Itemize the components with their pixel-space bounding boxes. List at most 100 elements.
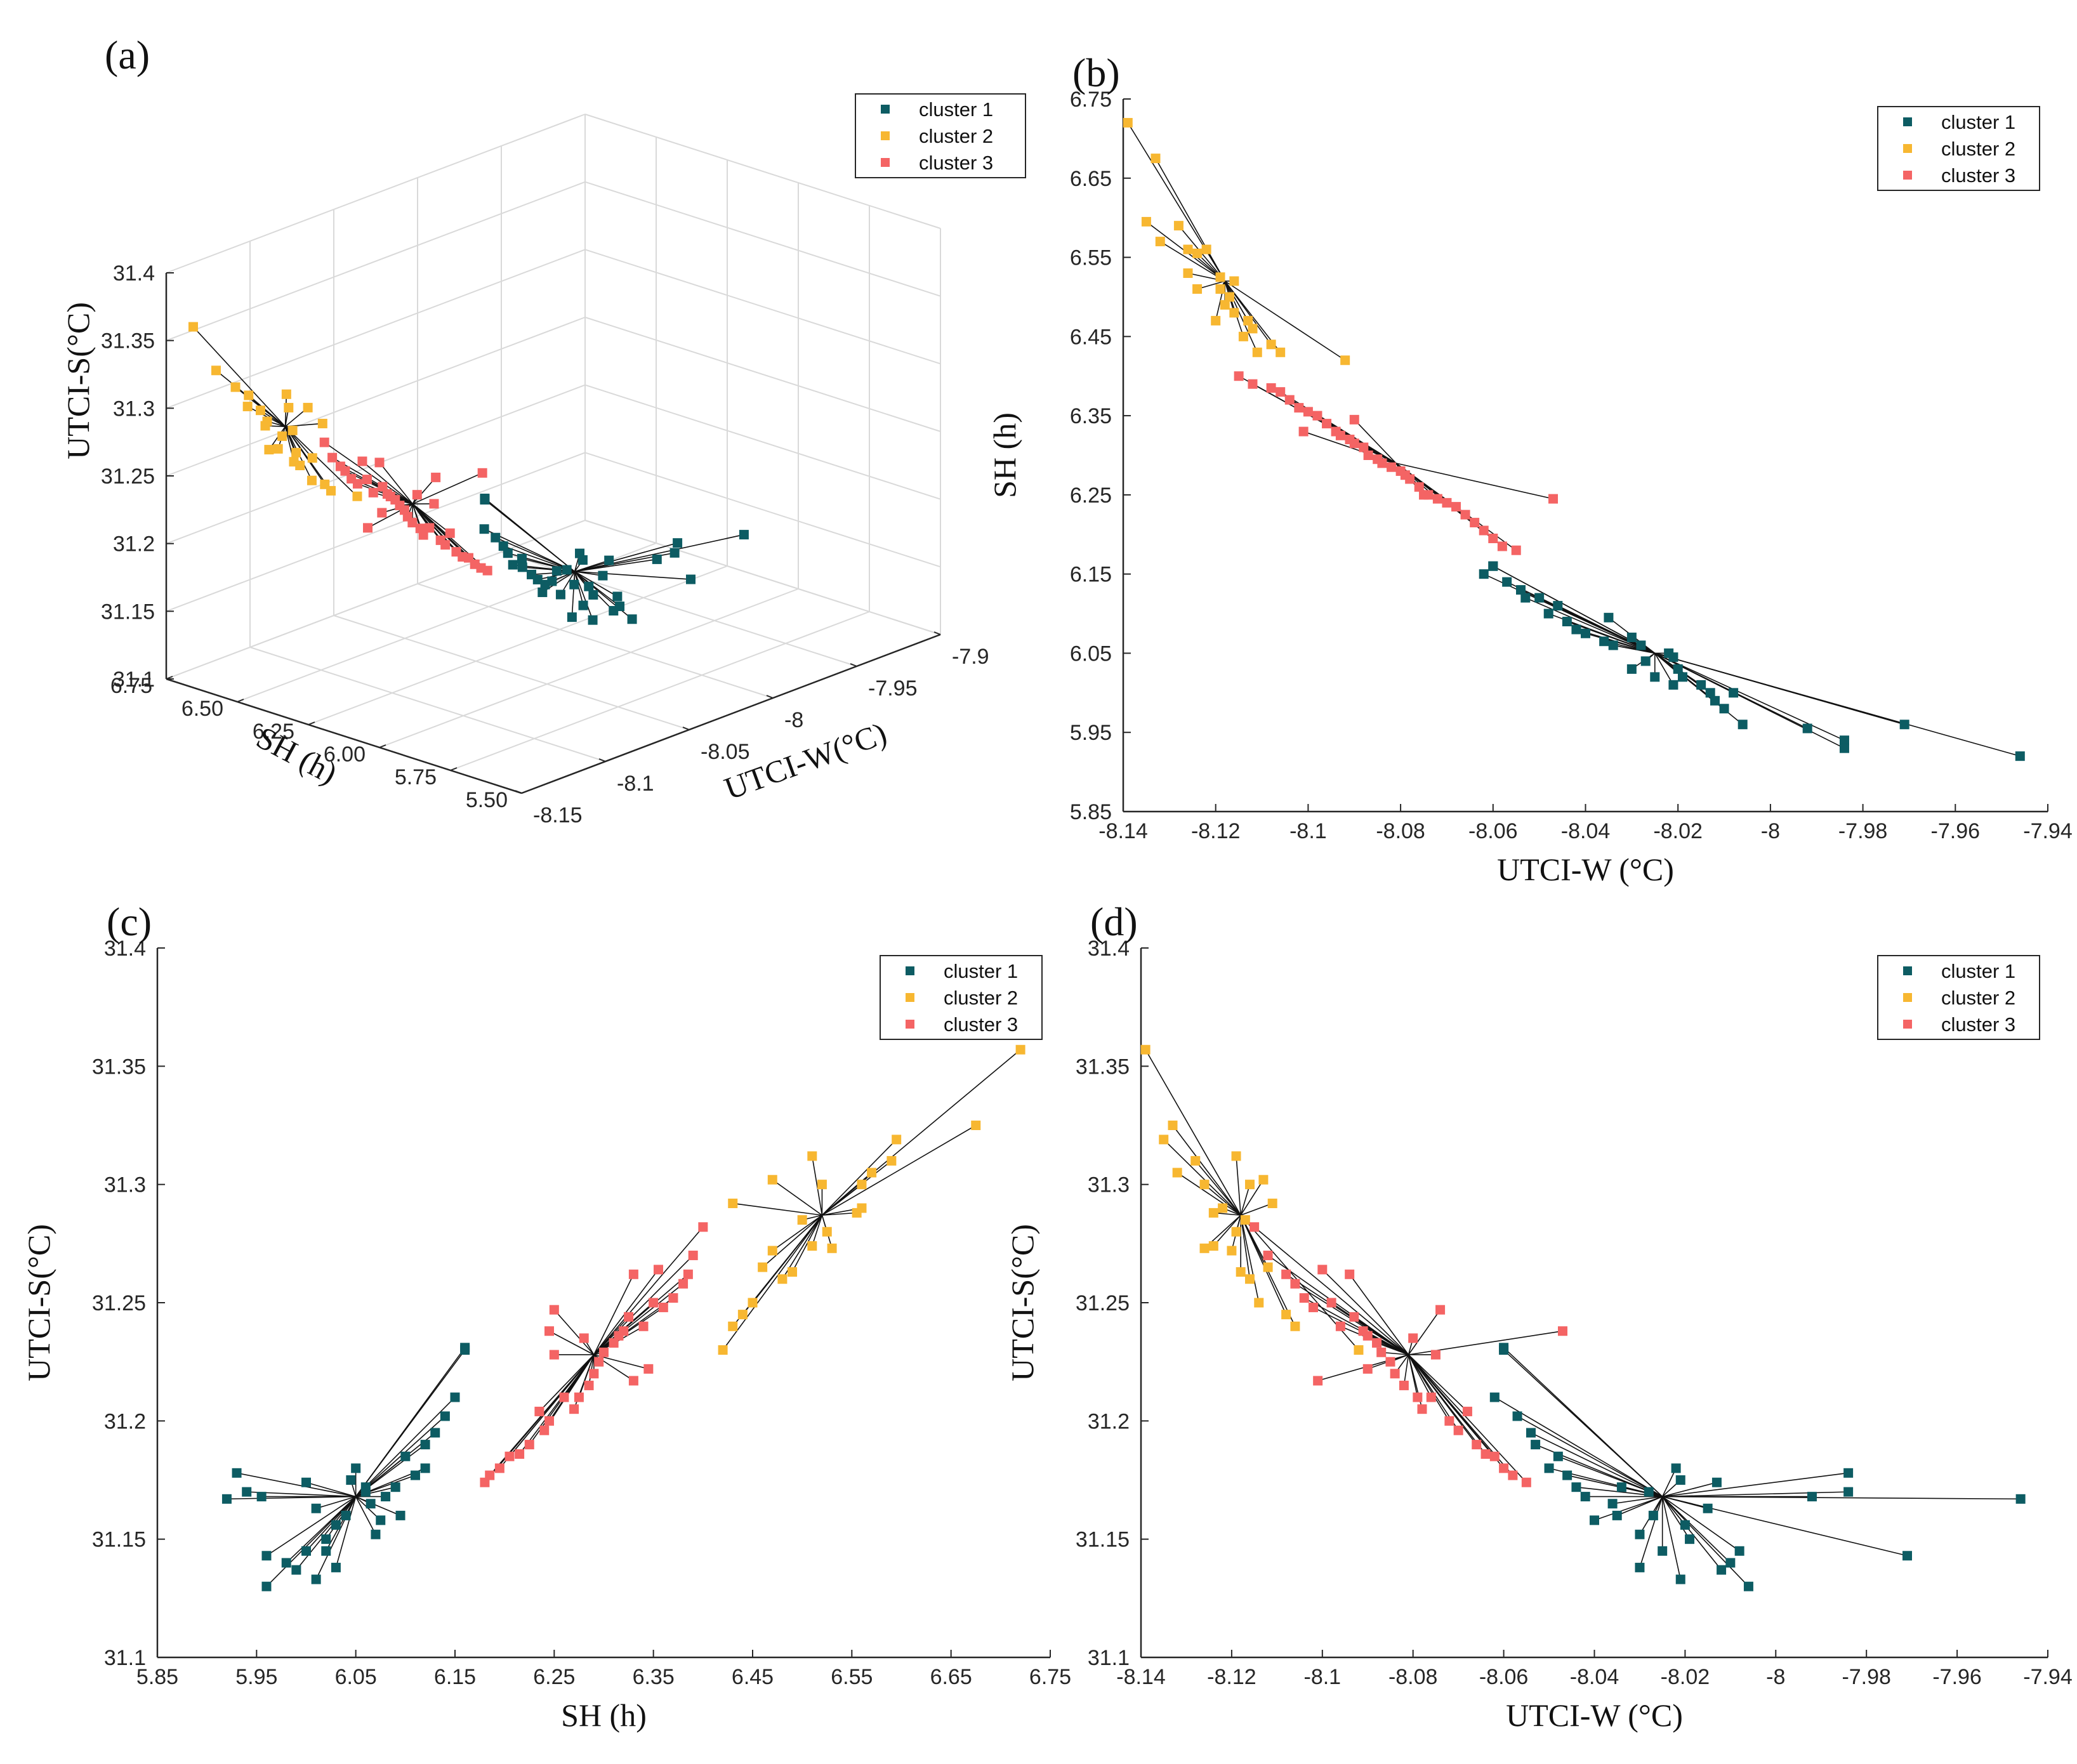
data-point <box>1534 593 1545 603</box>
data-point <box>407 518 418 528</box>
cluster-link <box>1662 1496 1908 1557</box>
data-point <box>327 452 338 463</box>
data-point <box>1349 414 1359 425</box>
data-point <box>1488 561 1498 571</box>
utci-w-axis <box>521 633 941 794</box>
utci-s-tick-label: 31.1 <box>113 668 155 692</box>
legend-label: cluster 2 <box>944 987 1018 1009</box>
y-tick-label: 31.25 <box>92 1291 146 1315</box>
utci-s-tick-label: 31.15 <box>101 600 155 624</box>
data-point <box>1159 1135 1169 1145</box>
data-point <box>1843 1487 1854 1497</box>
data-point <box>1231 1227 1241 1237</box>
x-tick-label: -7.94 <box>2023 1665 2073 1689</box>
data-point <box>1168 1121 1178 1130</box>
data-point <box>1608 640 1618 650</box>
data-point <box>1419 490 1429 500</box>
cluster-link <box>1594 1496 1663 1521</box>
cluster-link <box>574 571 633 620</box>
y-tick-label: 6.65 <box>1070 167 1112 191</box>
data-point <box>673 538 683 548</box>
data-point <box>1696 680 1706 690</box>
data-point <box>277 431 287 441</box>
data-point <box>1725 1558 1736 1568</box>
data-point <box>1548 494 1559 504</box>
data-point <box>378 482 388 492</box>
data-point <box>668 1293 678 1303</box>
data-point <box>867 1168 877 1178</box>
data-point <box>1231 1151 1241 1161</box>
data-point <box>1489 1451 1500 1461</box>
back-wall-gridline <box>166 452 586 612</box>
cluster-link <box>1654 652 2021 757</box>
side-wall-gridline <box>584 384 941 500</box>
cluster-link <box>1531 1432 1663 1497</box>
data-point <box>1276 347 1286 357</box>
data-point <box>567 612 577 622</box>
data-point <box>1675 1574 1685 1584</box>
x-tick-label: -7.98 <box>1838 819 1888 843</box>
x-tick-label: 6.55 <box>831 1665 873 1689</box>
cluster-link <box>1224 280 1346 361</box>
legend: cluster 1 cluster 2 cluster 3 <box>1877 955 2040 1040</box>
utci-s-axis-label: UTCI-S(°C) <box>60 302 96 459</box>
cluster-link <box>1163 1139 1241 1216</box>
sh-tick-label: 5.75 <box>395 765 437 789</box>
floor-gridline <box>249 647 606 762</box>
data-point <box>303 402 313 412</box>
x-tick-label: 6.45 <box>732 1665 774 1689</box>
data-point <box>368 487 378 497</box>
sh-tick <box>237 699 244 702</box>
data-point <box>1680 1520 1690 1530</box>
data-point <box>1719 704 1729 714</box>
cluster-link <box>822 1212 857 1216</box>
data-point <box>549 1305 559 1315</box>
cluster-link <box>355 1350 466 1497</box>
cluster-link <box>1240 1184 1251 1216</box>
data-point <box>1417 1404 1427 1414</box>
data-point <box>517 562 527 572</box>
data-point <box>737 1310 748 1320</box>
data-point <box>311 1574 321 1584</box>
x-tick-label: -8.14 <box>1116 1665 1166 1689</box>
data-point <box>698 1222 708 1232</box>
data-point <box>1248 324 1258 334</box>
cluster-link <box>821 1049 1021 1216</box>
data-point <box>1141 216 1151 227</box>
data-point <box>1313 1376 1323 1386</box>
cluster-link <box>1613 645 1655 654</box>
cluster-link <box>1662 1496 1722 1570</box>
data-point <box>1249 1222 1260 1232</box>
y-tick-label: 31.3 <box>1088 1173 1130 1197</box>
panel-c: 5.85 5.95 6.05 6.15 6.25 6.35 6.45 6.55 6.65 6.75… <box>21 899 1071 1733</box>
cluster-link <box>1639 1496 1663 1568</box>
side-wall-gridline <box>584 114 941 229</box>
legend-marker <box>881 131 890 140</box>
cluster-link <box>1503 1349 1663 1497</box>
panel-label: (a) <box>105 32 150 77</box>
data-point <box>1636 640 1646 650</box>
data-point <box>445 528 455 538</box>
cluster-link <box>1204 1184 1241 1216</box>
data-point <box>1902 1551 1913 1561</box>
cluster-link <box>362 461 413 504</box>
cluster-link <box>1240 1202 1273 1216</box>
data-point <box>1303 407 1313 417</box>
data-point <box>1571 1482 1581 1492</box>
data-point <box>669 548 680 558</box>
data-point <box>1349 1312 1359 1322</box>
data-point <box>1673 664 1683 674</box>
data-point <box>351 1463 361 1473</box>
x-tick-label: 6.05 <box>335 1665 377 1689</box>
data-point <box>1442 497 1452 508</box>
cluster-link <box>722 1214 823 1351</box>
y-tick-label: 31.35 <box>1076 1055 1130 1079</box>
data-point <box>242 1487 252 1497</box>
cluster-link <box>1654 653 1674 685</box>
cluster-link <box>1354 419 1397 464</box>
utci-s-tick-label: 31.25 <box>101 464 155 489</box>
y-tick-label: 31.1 <box>1088 1646 1130 1670</box>
data-point <box>287 425 298 435</box>
x-tick-label: 6.25 <box>533 1665 575 1689</box>
data-point <box>255 405 265 416</box>
